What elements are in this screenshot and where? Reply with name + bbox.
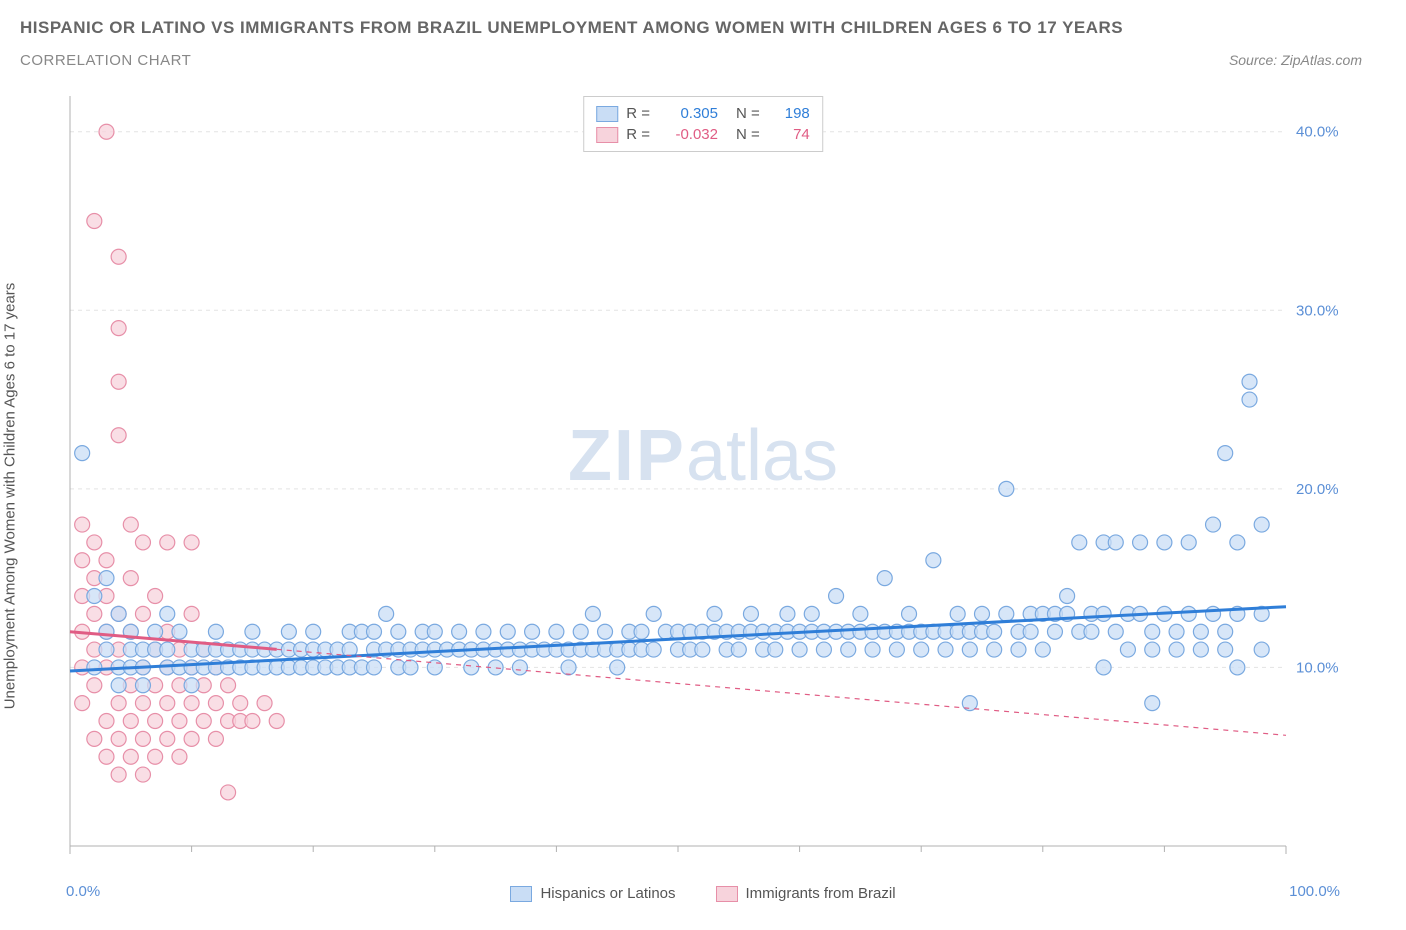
- n-value: 198: [768, 105, 810, 122]
- r-value: 0.305: [658, 105, 718, 122]
- correlation-stats-box: R = 0.305 N = 198 R = -0.032 N = 74: [583, 96, 823, 152]
- x-tick-max: 100.0%: [1289, 883, 1340, 900]
- stats-row: R = -0.032 N = 74: [596, 124, 810, 145]
- scatter-plot: 10.0% 20.0% 30.0% 40.0%: [20, 92, 1346, 872]
- svg-text:40.0%: 40.0%: [1296, 124, 1339, 141]
- r-label: R =: [626, 126, 650, 143]
- legend-item: Immigrants from Brazil: [716, 885, 896, 902]
- x-tick-min: 0.0%: [66, 883, 100, 900]
- chart-area: Unemployment Among Women with Children A…: [20, 92, 1386, 900]
- stats-row: R = 0.305 N = 198: [596, 103, 810, 124]
- n-label: N =: [736, 105, 760, 122]
- r-label: R =: [626, 105, 650, 122]
- svg-text:10.0%: 10.0%: [1296, 659, 1339, 676]
- y-axis-label: Unemployment Among Women with Children A…: [2, 283, 19, 710]
- series-legend: Hispanics or Latinos Immigrants from Braz…: [20, 885, 1386, 902]
- legend-swatch: [510, 886, 532, 902]
- series-swatch: [596, 106, 618, 122]
- legend-swatch: [716, 886, 738, 902]
- chart-subtitle: CORRELATION CHART: [20, 52, 191, 69]
- legend-label: Immigrants from Brazil: [746, 885, 896, 902]
- svg-text:20.0%: 20.0%: [1296, 481, 1339, 498]
- source-attribution: Source: ZipAtlas.com: [1229, 52, 1386, 68]
- n-label: N =: [736, 126, 760, 143]
- chart-title: HISPANIC OR LATINO VS IMMIGRANTS FROM BR…: [20, 18, 1386, 38]
- legend-item: Hispanics or Latinos: [510, 885, 675, 902]
- series-swatch: [596, 127, 618, 143]
- n-value: 74: [768, 126, 810, 143]
- r-value: -0.032: [658, 126, 718, 143]
- svg-text:30.0%: 30.0%: [1296, 302, 1339, 319]
- legend-label: Hispanics or Latinos: [540, 885, 675, 902]
